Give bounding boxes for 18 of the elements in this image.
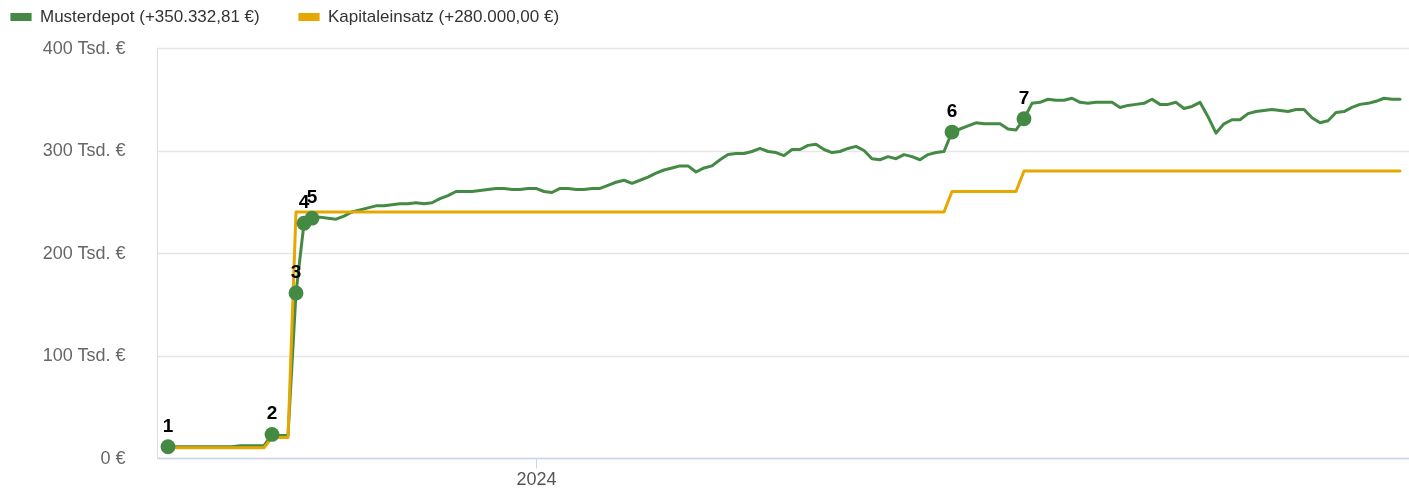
y-tick-label: 300 Tsd. € bbox=[42, 140, 126, 160]
x-tick-label: 2024 bbox=[516, 468, 557, 489]
point bbox=[1016, 111, 1032, 127]
y-tick-label: 0 € bbox=[100, 447, 126, 468]
annotation: 1 bbox=[162, 414, 174, 436]
point bbox=[944, 124, 960, 140]
point bbox=[264, 427, 280, 442]
y-tick-label: 200 Tsd. € bbox=[42, 242, 126, 263]
y-tick-label: 100 Tsd. € bbox=[42, 345, 126, 365]
legend-label: Musterdepot (+350.332,81 €) bbox=[40, 7, 260, 26]
point bbox=[288, 285, 304, 301]
annotation: 7 bbox=[1018, 86, 1030, 108]
point bbox=[304, 210, 320, 226]
annotation: 6 bbox=[946, 100, 958, 122]
annotation: 2 bbox=[266, 402, 278, 424]
point bbox=[160, 439, 176, 455]
y-tick-label: 400 Tsd. € bbox=[42, 37, 126, 58]
legend-label: Kapitaleinsatz (+280.000,00 €) bbox=[328, 7, 560, 26]
